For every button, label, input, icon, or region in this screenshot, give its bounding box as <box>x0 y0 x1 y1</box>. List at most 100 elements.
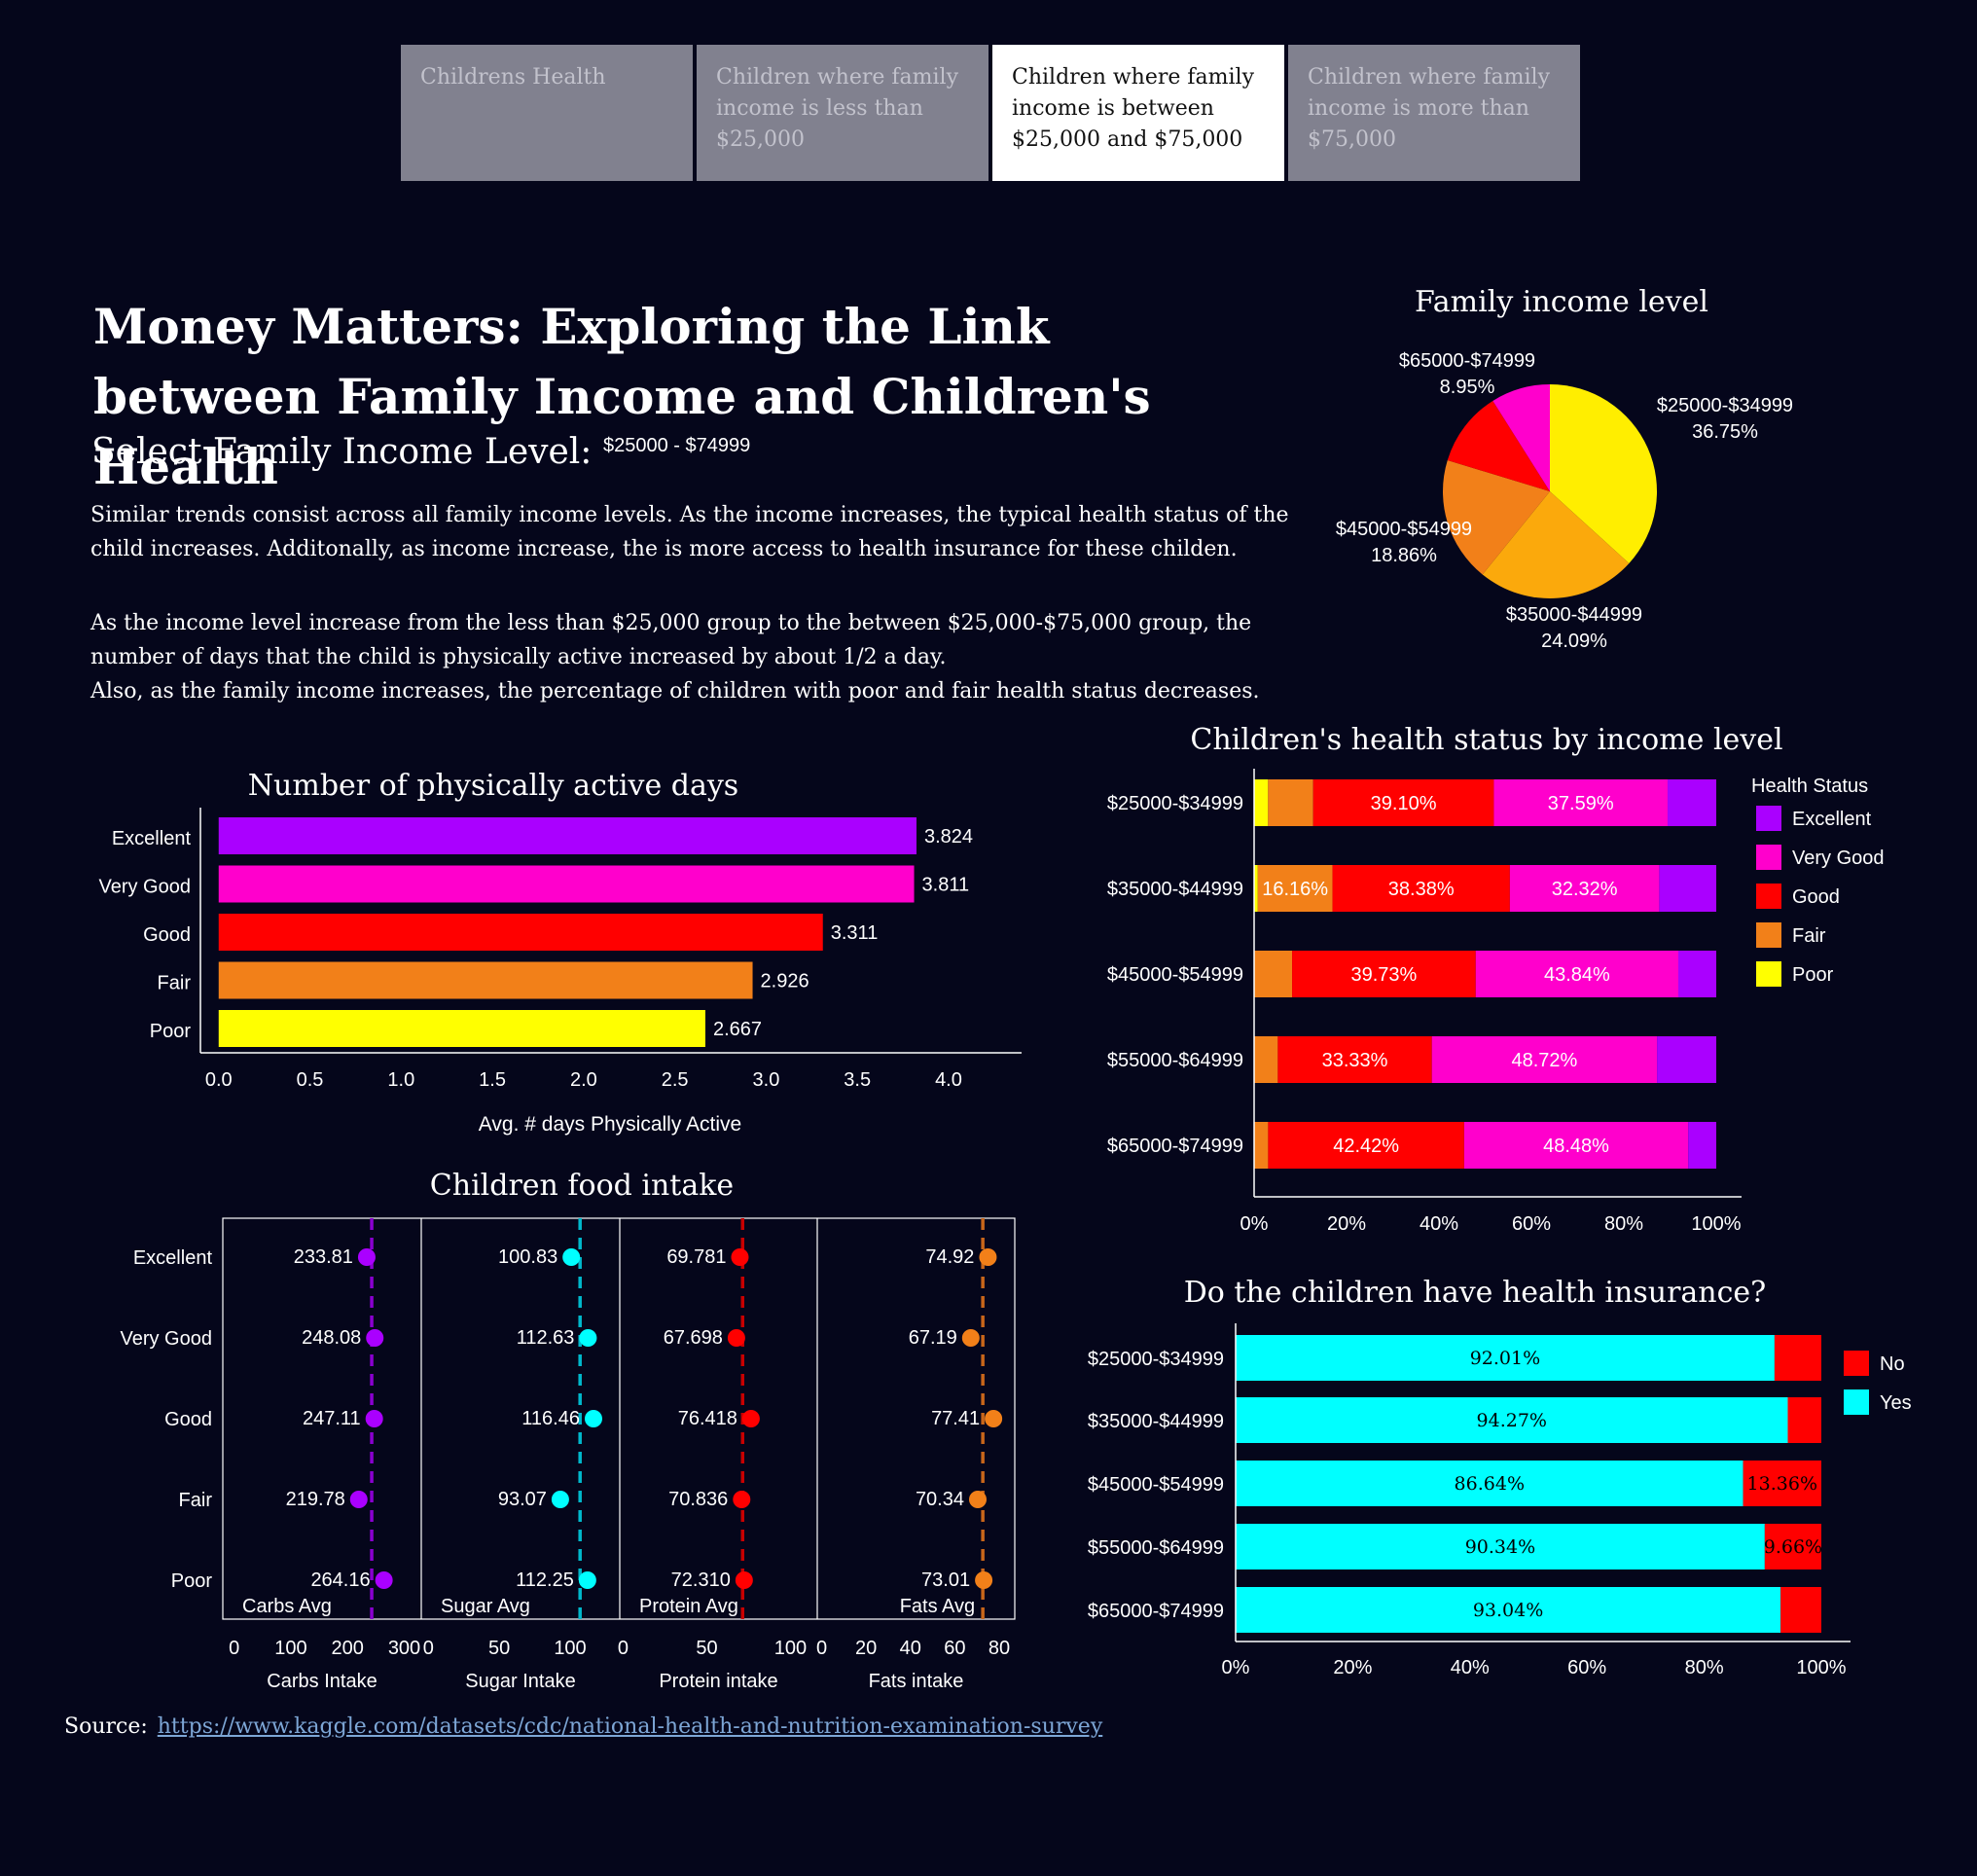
food-point-2-4 <box>735 1571 753 1589</box>
status-label-3-3: 48.72% <box>1511 1050 1577 1071</box>
food-point-1-2 <box>584 1410 602 1427</box>
ins-legend-label-1: Yes <box>1880 1392 1912 1414</box>
active-chart-title: Number of physically active days <box>248 769 738 803</box>
food-point-2-2 <box>741 1410 760 1427</box>
ins-seg-0-0 <box>1236 1335 1775 1381</box>
ins-cat-3: $55000-$64999 <box>1088 1537 1224 1559</box>
status-seg-3-4 <box>1463 1122 1689 1169</box>
ins-label-1-3: 9.66% <box>1764 1536 1822 1558</box>
ins-seg-0-3 <box>1236 1524 1765 1569</box>
tab-income-more-75k[interactable]: Children where family income is more tha… <box>1288 45 1580 181</box>
status-xtick-1: 20% <box>1327 1213 1366 1235</box>
ins-label-0-0: 92.01% <box>1470 1348 1540 1369</box>
ins-xtick-1: 20% <box>1333 1657 1372 1678</box>
food-value-2-1: 67.698 <box>664 1327 723 1349</box>
food-point-1-0 <box>562 1248 581 1266</box>
active-cat-0: Excellent <box>112 828 192 849</box>
food-xtick-2-1: 50 <box>696 1638 717 1659</box>
ins-seg-0-2 <box>1236 1461 1743 1506</box>
ins-label-0-1: 94.27% <box>1477 1410 1547 1431</box>
food-frame <box>222 1217 1016 1620</box>
food-xtick-3-0: 0 <box>816 1638 827 1659</box>
ins-seg-1-1 <box>1787 1397 1821 1443</box>
ins-seg-1-0 <box>1774 1335 1821 1381</box>
pie-slice-4 <box>1492 384 1550 491</box>
food-point-3-0 <box>979 1248 997 1266</box>
status-seg-2-3 <box>1277 1036 1432 1083</box>
food-point-0-1 <box>366 1329 384 1347</box>
active-bar-4 <box>218 1010 705 1047</box>
status-label-3-0: 37.59% <box>1548 793 1614 814</box>
status-legend-swatch-3 <box>1756 922 1781 948</box>
food-xtick-3-4: 80 <box>988 1638 1010 1659</box>
ins-xtick-3: 60% <box>1567 1657 1606 1678</box>
source-link[interactable]: https://www.kaggle.com/datasets/cdc/nati… <box>157 1714 1103 1739</box>
pie-label-4: $65000-$74999 <box>1399 350 1535 372</box>
status-seg-2-0 <box>1312 779 1494 826</box>
food-avg-label-1: Sugar Avg <box>441 1596 530 1617</box>
income-select-label: Select Family Income Level: <box>91 432 593 472</box>
tab-income-less-25k[interactable]: Children where family income is less tha… <box>697 45 988 181</box>
insurance-chart-title: Do the children have health insurance? <box>1184 1276 1767 1310</box>
status-legend-label-2: Good <box>1792 886 1840 908</box>
food-value-3-3: 70.34 <box>916 1489 964 1510</box>
ins-legend-swatch-1 <box>1844 1389 1869 1415</box>
status-seg-4-4 <box>1688 1122 1716 1169</box>
status-seg-4-1 <box>1659 865 1716 912</box>
ins-label-1-2: 13.36% <box>1747 1473 1817 1495</box>
food-value-2-4: 72.310 <box>671 1569 731 1591</box>
ins-cat-2: $45000-$54999 <box>1088 1474 1224 1496</box>
income-level-select[interactable]: $25000 - $74999 <box>603 435 751 456</box>
summary-paragraph-1: Similar trends consist across all family… <box>90 503 1289 561</box>
food-value-0-2: 247.11 <box>303 1408 361 1429</box>
food-value-3-0: 74.92 <box>925 1246 974 1268</box>
active-cat-3: Fair <box>158 973 192 994</box>
food-point-2-1 <box>727 1329 745 1347</box>
ins-label-0-3: 90.34% <box>1465 1536 1535 1558</box>
ins-seg-1-4 <box>1780 1587 1821 1633</box>
health-status-chart: Children's health status by income level… <box>1107 723 1885 1235</box>
status-seg-1-2 <box>1254 951 1293 997</box>
status-chart-title: Children's health status by income level <box>1190 723 1782 757</box>
food-cat-4: Poor <box>171 1570 213 1592</box>
active-cat-4: Poor <box>150 1021 192 1042</box>
status-seg-3-3 <box>1431 1036 1658 1083</box>
status-legend-label-3: Fair <box>1792 925 1826 947</box>
active-value-0: 3.824 <box>924 826 973 848</box>
active-xtick-1: 0.5 <box>297 1069 324 1091</box>
active-xtick-5: 2.5 <box>662 1069 689 1091</box>
status-seg-0-0 <box>1254 779 1269 826</box>
income-pie-chart: Family income level $25000-$34999 36.75% $… <box>1336 285 1793 652</box>
status-xtick-5: 100% <box>1691 1213 1741 1235</box>
tab-childrens-health[interactable]: Childrens Health <box>401 45 693 181</box>
active-value-3: 2.926 <box>761 971 809 992</box>
status-label-2-4: 42.42% <box>1333 1136 1399 1157</box>
food-xlabel-2: Protein intake <box>659 1671 777 1692</box>
food-value-3-1: 67.19 <box>909 1327 957 1349</box>
ins-seg-1-3 <box>1764 1524 1821 1569</box>
food-xtick-3-3: 60 <box>944 1638 965 1659</box>
pie-pct-1: 24.09% <box>1541 631 1607 652</box>
active-xtick-4: 2.0 <box>570 1069 597 1091</box>
active-value-2: 3.311 <box>831 922 879 944</box>
status-label-2-0: 39.10% <box>1371 793 1437 814</box>
status-label-1-1: 16.16% <box>1262 879 1328 900</box>
food-xlabel-0: Carbs Intake <box>267 1671 377 1692</box>
food-value-3-2: 77.41 <box>931 1408 980 1429</box>
active-bar-2 <box>218 914 823 951</box>
status-seg-3-2 <box>1475 951 1679 997</box>
food-value-0-3: 219.78 <box>286 1489 345 1510</box>
status-cat-4: $65000-$74999 <box>1107 1136 1243 1157</box>
tab-income-25k-75k[interactable]: Children where family income is between … <box>992 45 1284 181</box>
status-label-3-4: 48.48% <box>1543 1136 1609 1157</box>
status-seg-4-0 <box>1667 779 1716 826</box>
food-xtick-0-0: 0 <box>229 1638 239 1659</box>
food-value-1-4: 112.25 <box>516 1569 574 1591</box>
pie-slice-2 <box>1443 459 1550 575</box>
status-legend-swatch-1 <box>1756 845 1781 870</box>
ins-xtick-4: 80% <box>1685 1657 1724 1678</box>
summary-paragraph-3: Also, as the family income increases, th… <box>90 679 1260 704</box>
pie-label-2: $45000-$54999 <box>1336 519 1472 540</box>
status-legend-swatch-0 <box>1756 806 1781 831</box>
page-title: Money Matters: Exploring the Link betwee… <box>93 298 1151 495</box>
